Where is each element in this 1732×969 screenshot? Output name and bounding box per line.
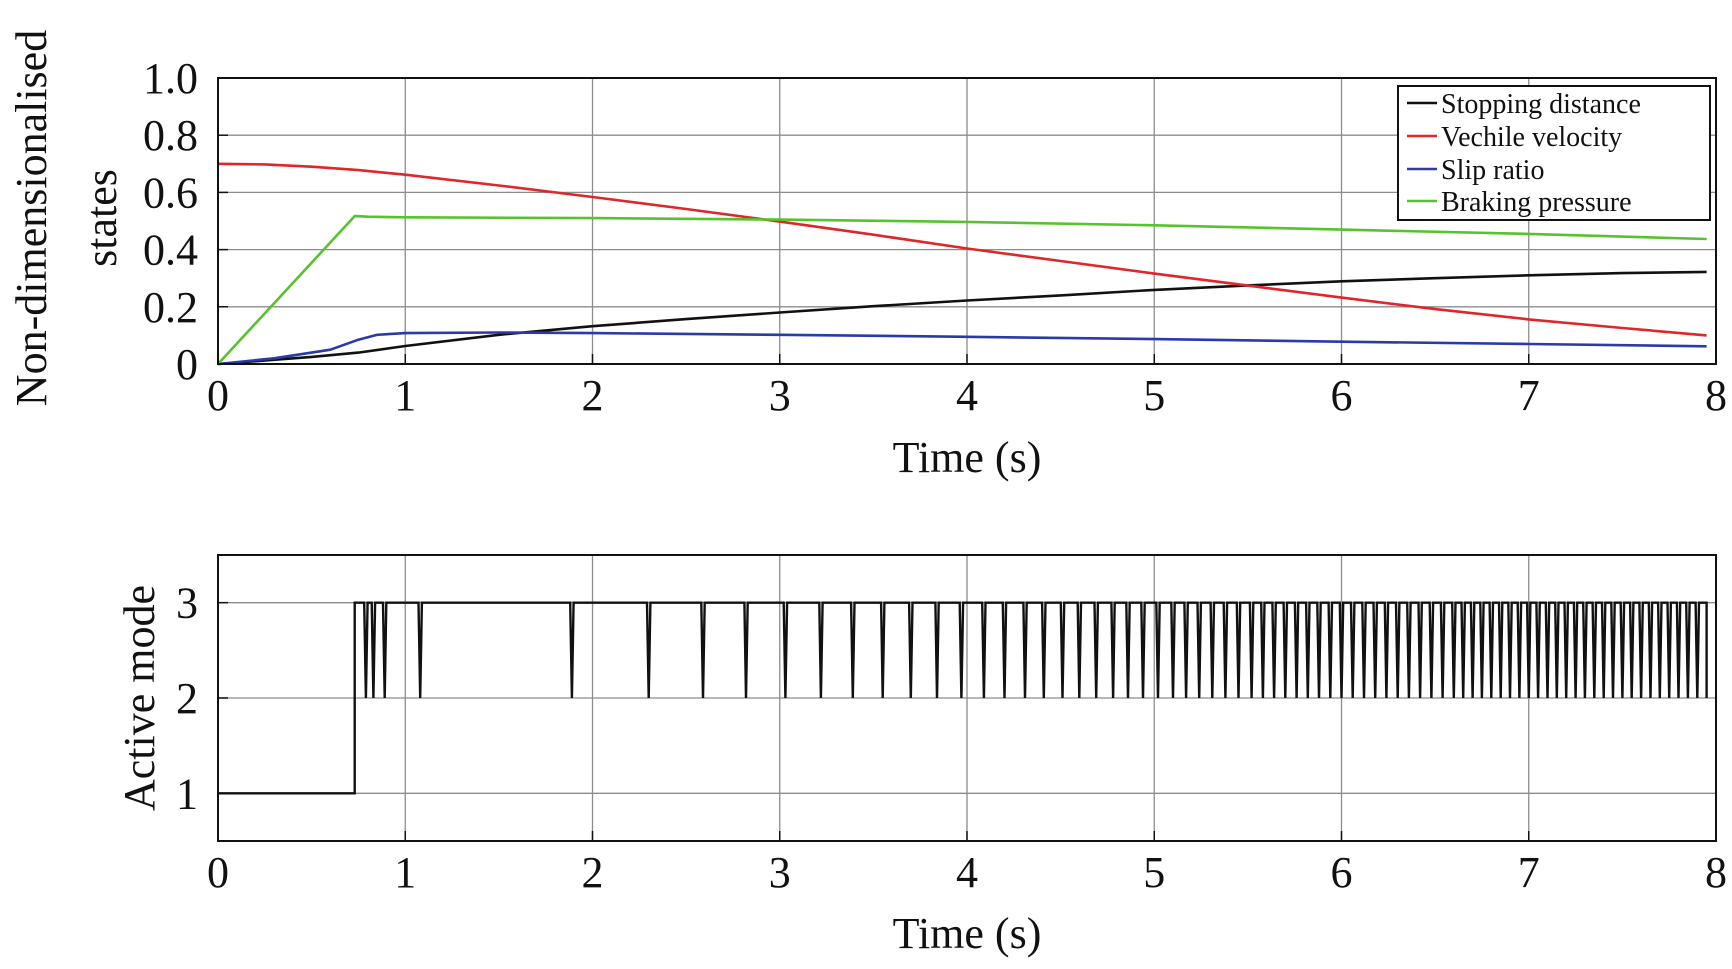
legend-label-stopping-distance: Stopping distance [1441,89,1641,120]
bottom-x-tick-label: 0 [207,848,229,897]
top-x-tick-label: 1 [394,371,416,420]
top-x-tick-label: 2 [582,371,604,420]
bottom-x-tick-label: 7 [1518,848,1540,897]
bottom-y-axis-title: Active mode [115,585,164,811]
bottom-y-tick-label: 3 [176,579,198,628]
series-line-braking-pressure [217,214,1707,365]
top-series-group [217,162,1707,366]
bottom-x-tick-label: 3 [769,848,791,897]
bottom-x-axis-title: Time (s) [893,909,1042,958]
top-y-tick-label: 0.4 [143,226,198,275]
bottom-x-tick-label: 4 [956,848,978,897]
bottom-x-tick-label: 1 [394,848,416,897]
bottom-x-tick-label: 6 [1331,848,1353,897]
top-x-tick-label: 8 [1705,371,1727,420]
top-x-tick-label: 0 [207,371,229,420]
top-x-axis-title: Time (s) [893,433,1042,482]
bottom-x-tick-labels: 0 1 2 3 4 5 6 7 8 [207,848,1727,897]
legend-box [1397,85,1711,221]
top-y-tick-label: 0 [176,340,198,389]
top-y-tick-label: 0.8 [143,111,198,160]
bottom-x-tick-label: 5 [1143,848,1165,897]
legend: Stopping distance Vechile velocity Slip … [1397,85,1711,221]
top-x-tick-label: 4 [956,371,978,420]
top-plot-frame [217,77,1717,365]
top-x-tick-label: 7 [1518,371,1540,420]
bottom-y-tick-label: 1 [176,769,198,818]
top-y-tick-label: 0.6 [143,168,198,217]
bottom-y-tick-label: 2 [176,674,198,723]
top-x-tick-labels: 0 1 2 3 4 5 6 7 8 [207,371,1727,420]
top-y-axis-title-line2: states [77,169,126,267]
legend-label-vehicle-velocity: Vechile velocity [1441,122,1622,153]
legend-label-slip-ratio: Slip ratio [1441,155,1544,186]
series-line-vechile-velocity [217,162,1707,337]
series-line-active-mode [218,601,1708,795]
legend-label-braking-pressure: Braking pressure [1441,187,1632,218]
bottom-x-tick-label: 2 [582,848,604,897]
bottom-plot-frame [217,554,1717,842]
top-x-tick-label: 6 [1331,371,1353,420]
series-line-stopping-distance [217,270,1707,366]
top-y-tick-labels: 0 0.2 0.4 0.6 0.8 1.0 [143,54,198,389]
top-x-tick-label: 3 [769,371,791,420]
top-y-tick-label: 1.0 [143,54,198,103]
top-y-axis-title-line1: Non-dimensionalised [7,30,56,406]
bottom-x-tick-label: 8 [1705,848,1727,897]
top-y-tick-label: 0.2 [143,283,198,332]
bottom-series-group [218,601,1708,795]
bottom-y-tick-labels: 1 2 3 [176,579,198,819]
series-line-slip-ratio [217,331,1707,366]
top-x-tick-label: 5 [1143,371,1165,420]
